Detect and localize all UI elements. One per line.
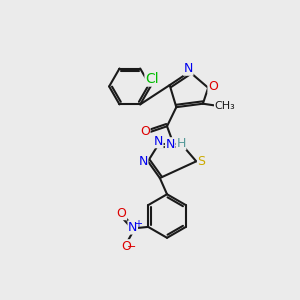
Text: −: − [127, 242, 136, 252]
Text: N: N [184, 62, 193, 75]
Text: Cl: Cl [145, 72, 159, 86]
Text: N: N [166, 138, 175, 151]
Text: CH₃: CH₃ [214, 101, 235, 111]
Text: N: N [154, 135, 163, 148]
Text: O: O [208, 80, 218, 93]
Text: N: N [138, 155, 148, 168]
Text: O: O [117, 207, 127, 220]
Text: H: H [176, 137, 186, 150]
Text: +: + [134, 219, 142, 229]
Text: O: O [122, 240, 131, 253]
Text: O: O [140, 125, 150, 138]
Text: S: S [197, 155, 206, 168]
Text: N: N [128, 221, 137, 234]
